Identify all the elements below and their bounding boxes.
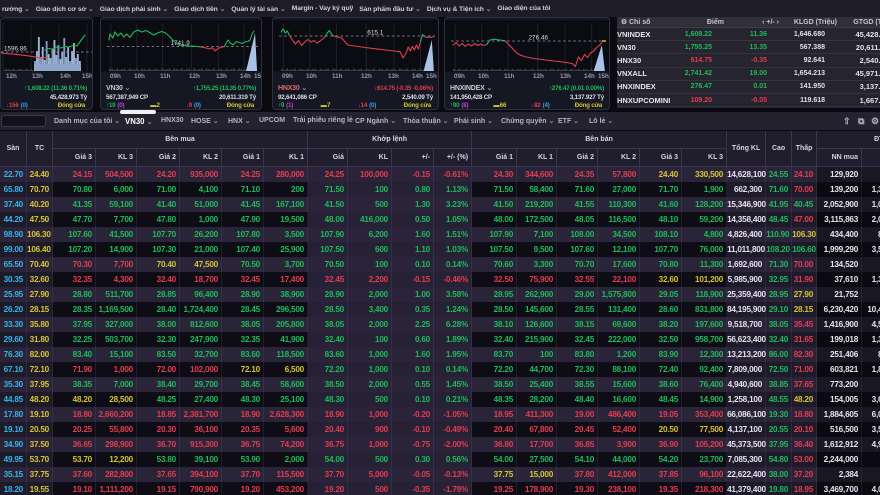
svg-text:1596.86: 1596.86	[4, 46, 27, 53]
svg-text:1741.9: 1741.9	[171, 40, 191, 47]
svg-text:615.1: 615.1	[367, 30, 384, 37]
svg-text:276.46: 276.46	[529, 35, 549, 42]
